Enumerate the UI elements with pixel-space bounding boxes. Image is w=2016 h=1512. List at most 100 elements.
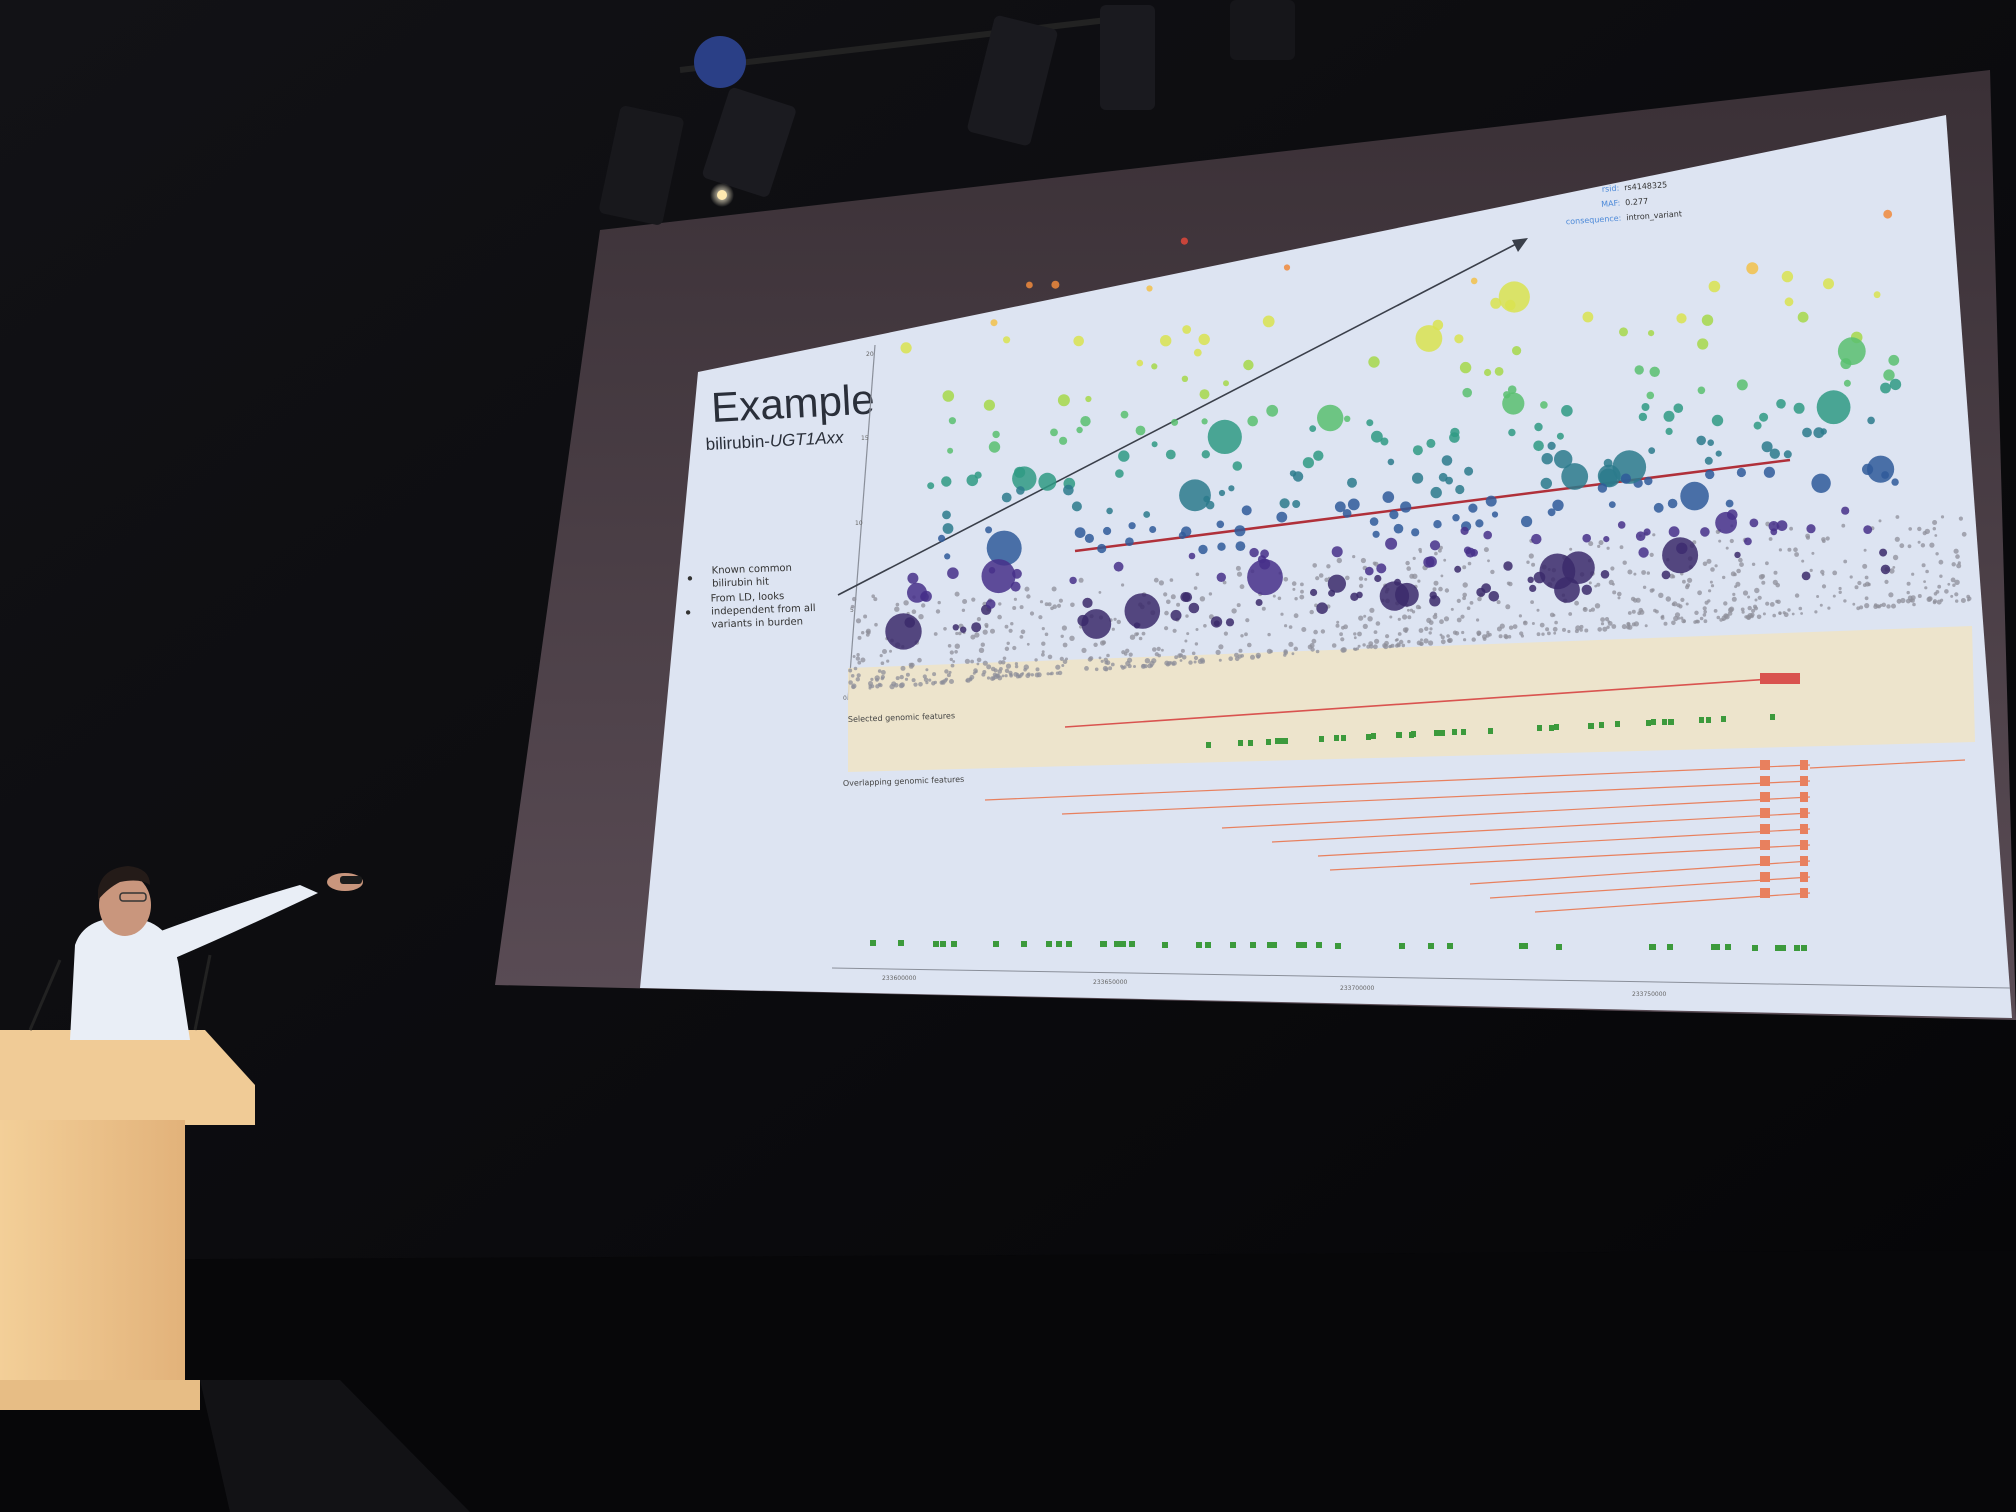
variant-point: [1294, 597, 1298, 601]
variant-point: [1783, 612, 1789, 618]
variant-point: [1316, 602, 1328, 614]
variant-point: [1665, 596, 1672, 602]
variant-point: [1944, 589, 1949, 594]
variant-point: [1199, 596, 1206, 602]
variant-point: [1082, 597, 1093, 609]
variant-point: [1008, 628, 1013, 633]
variant-point: [1247, 559, 1283, 596]
variant-point: [1198, 333, 1210, 346]
variant-point: [911, 678, 916, 683]
variant-point: [1115, 469, 1124, 478]
variant-point: [1158, 580, 1164, 586]
variant-point: [1005, 663, 1012, 669]
variant-point: [1606, 625, 1610, 629]
variant-point: [1128, 522, 1136, 530]
variant-point: [1218, 644, 1224, 650]
variant-point: [1801, 559, 1805, 563]
variant-point: [1125, 648, 1130, 653]
variant-point: [1135, 425, 1146, 436]
variant-point: [1713, 609, 1718, 613]
variant-point: [1955, 599, 1959, 603]
variant-point: [1754, 587, 1760, 594]
variant-point: [1761, 441, 1773, 453]
variant-point: [1582, 607, 1588, 612]
subtitle-prefix: bilirubin-: [705, 432, 770, 454]
variant-point: [1164, 626, 1169, 631]
variant-point: [1313, 629, 1318, 635]
variant-point: [1714, 564, 1718, 568]
variant-point: [1247, 642, 1252, 648]
variant-point: [1631, 609, 1636, 614]
gene-tracks: [870, 673, 1966, 951]
spotlight-icon: [599, 105, 684, 225]
variant-point: [1653, 502, 1664, 513]
variant-point: [1718, 539, 1722, 543]
variant-point: [1725, 546, 1729, 550]
variant-point: [1429, 595, 1441, 607]
y-tick-label: 20: [866, 351, 874, 358]
variant-point: [1553, 631, 1557, 635]
variant-point: [1590, 607, 1595, 612]
variant-point: [1201, 450, 1211, 459]
variant-point: [848, 668, 853, 673]
variant-point: [1340, 637, 1345, 642]
exon-block: [1800, 792, 1808, 802]
variant-point: [1193, 348, 1202, 357]
variant-point: [1353, 636, 1357, 640]
exon-block: [1316, 942, 1322, 948]
variant-point: [1567, 629, 1571, 634]
variant-point: [1362, 643, 1366, 647]
variant-point: [981, 559, 1016, 594]
variant-point: [861, 631, 865, 635]
variant-point: [1057, 394, 1070, 407]
variant-point: [1416, 640, 1422, 646]
variant-point: [1151, 363, 1158, 370]
note-line: independent from all: [711, 603, 816, 618]
significance-threshold-line: [1074, 458, 1791, 553]
variant-point: [1512, 346, 1522, 356]
variant-point: [1411, 610, 1416, 614]
exon-block: [1760, 840, 1770, 850]
variant-point: [1736, 568, 1741, 574]
variant-point: [1476, 618, 1480, 622]
variant-point: [1841, 506, 1850, 515]
variant-point: [1366, 419, 1374, 427]
variant-point: [1118, 450, 1130, 462]
variant-point: [1446, 634, 1450, 638]
variant-point: [1012, 645, 1017, 651]
exon-block: [1800, 808, 1808, 818]
variant-point: [1327, 574, 1346, 593]
variant-point: [1407, 639, 1411, 644]
variant-point: [999, 667, 1003, 671]
variant-point: [1588, 541, 1594, 547]
variant-point: [1239, 584, 1245, 590]
variant-point: [982, 670, 987, 674]
variant-point: [1503, 561, 1513, 571]
variant-point: [1247, 415, 1258, 427]
variant-point: [1736, 467, 1746, 478]
variant-point: [1702, 561, 1708, 567]
note-line: From LD, looks: [710, 591, 784, 605]
variant-point: [911, 609, 917, 614]
exon-block: [1760, 856, 1770, 866]
variant-point: [1498, 634, 1503, 639]
variant-point: [966, 474, 979, 487]
variant-point: [1166, 661, 1172, 666]
exon-block: [1409, 732, 1414, 738]
variant-point: [1932, 527, 1937, 531]
exon-block: [1699, 717, 1704, 723]
variant-point: [1627, 569, 1633, 575]
variant-point: [1837, 337, 1866, 366]
variant-point: [1184, 639, 1188, 643]
variant-point: [1004, 674, 1008, 678]
variant-point: [1646, 391, 1655, 400]
variant-point: [1076, 426, 1083, 434]
tooltip-key: rsid:: [1601, 184, 1619, 194]
variant-point: [1358, 615, 1364, 621]
variant-point: [1279, 498, 1290, 509]
variant-point: [1384, 640, 1389, 646]
variant-point: [1014, 466, 1026, 478]
variant-point: [1310, 647, 1315, 652]
variant-point: [1447, 637, 1453, 643]
variant-point: [1171, 662, 1175, 666]
